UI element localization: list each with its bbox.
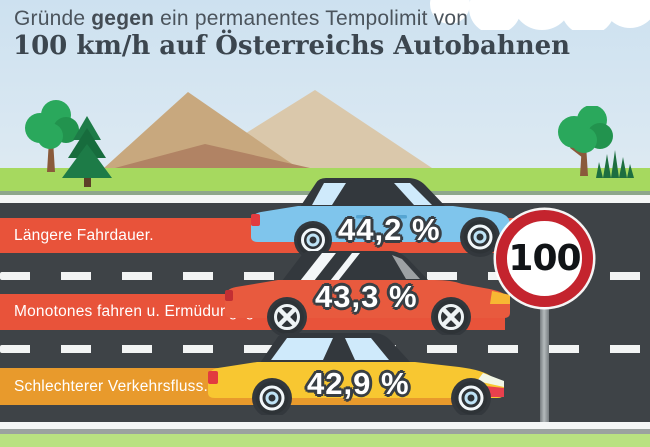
red-car-illustration	[225, 251, 510, 335]
blue-car-illustration	[251, 178, 510, 257]
sign-pole	[540, 298, 549, 424]
speed-limit-value: 100	[508, 238, 581, 279]
tree-icon	[25, 100, 79, 172]
speed-limit-sign: 100	[496, 210, 593, 307]
yellow-car-illustration	[208, 333, 504, 415]
pine-tree-icon	[62, 116, 112, 187]
wheel-icon	[454, 381, 488, 415]
reason-label-1: Längere Fahrdauer.	[14, 226, 154, 244]
headline-line1: Gründe gegen ein permanentes Tempolimit …	[14, 7, 468, 31]
wheel-icon	[270, 300, 304, 334]
headline-line2: 100 km/h auf Österreichs Autobahnen	[13, 31, 571, 61]
headline-pre: Gründe	[14, 7, 92, 30]
grass-strip-bottom	[0, 434, 650, 447]
mountains-illustration	[104, 90, 432, 168]
percent-value-2: 43,3 %	[315, 279, 418, 314]
wheel-icon	[297, 224, 329, 256]
cloud-icon	[430, 0, 650, 30]
wheel-icon	[434, 300, 468, 334]
grass-tuft-icon	[596, 150, 634, 178]
road-edge-line-bottom	[0, 422, 650, 429]
headline-bold-word: gegen	[91, 7, 155, 30]
percent-value-3: 42,9 %	[307, 366, 410, 401]
reason-label-2: Monotones fahren u. Ermüdungsgefahr.	[14, 303, 295, 320]
wheel-icon	[255, 381, 289, 415]
wheel-icon	[463, 220, 497, 254]
reason-label-3: Schlechterer Verkehrsfluss.	[14, 377, 209, 395]
percent-value-1: 44,2 %	[338, 212, 441, 247]
curb-strip	[0, 429, 650, 434]
headline-post: ein permanentes Tempolimit von	[154, 7, 469, 30]
tree-icon	[558, 106, 613, 176]
